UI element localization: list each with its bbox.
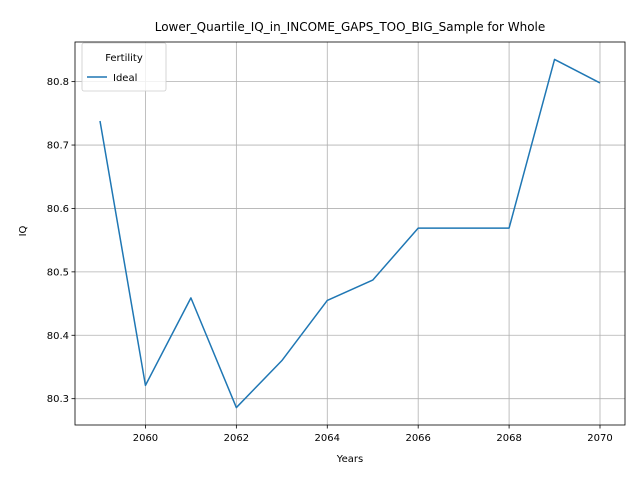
y-tick-label: 80.8 bbox=[47, 77, 69, 88]
x-tick-label: 2070 bbox=[587, 433, 612, 444]
x-axis-ticks: 2060 2062 2064 2066 2068 2070 bbox=[133, 425, 613, 444]
x-tick-label: 2060 bbox=[133, 433, 158, 444]
legend: Fertility Ideal bbox=[81, 42, 167, 92]
y-tick-label: 80.5 bbox=[47, 267, 69, 278]
legend-box bbox=[81, 42, 167, 92]
plot-area bbox=[74, 41, 626, 426]
y-tick-label: 80.3 bbox=[47, 394, 69, 405]
y-axis-label: IQ bbox=[18, 225, 29, 236]
y-tick-label: 80.6 bbox=[47, 204, 69, 215]
chart-title: Lower_Quartile_IQ_in_INCOME_GAPS_TOO_BIG… bbox=[155, 20, 546, 34]
series-line-ideal bbox=[99, 58, 601, 409]
y-tick-label: 80.7 bbox=[47, 141, 69, 152]
x-tick-label: 2064 bbox=[315, 433, 340, 444]
x-tick-label: 2066 bbox=[405, 433, 430, 444]
legend-title: Fertility bbox=[105, 53, 143, 64]
legend-label-ideal: Ideal bbox=[113, 73, 137, 84]
y-tick-label: 80.4 bbox=[47, 331, 69, 342]
x-axis-label: Years bbox=[336, 454, 363, 465]
x-tick-label: 2062 bbox=[224, 433, 249, 444]
series-layer bbox=[99, 58, 601, 409]
x-tick-label: 2068 bbox=[496, 433, 521, 444]
grid-lines bbox=[75, 42, 625, 425]
y-axis-ticks: 80.3 80.4 80.5 80.6 80.7 80.8 bbox=[47, 77, 75, 405]
